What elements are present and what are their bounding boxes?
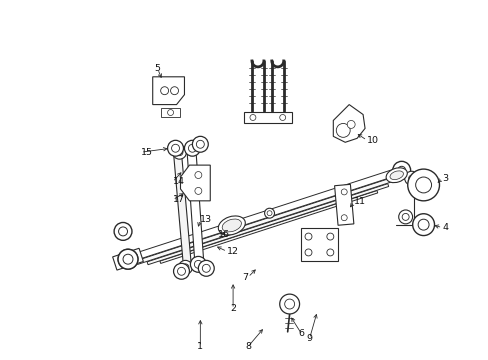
Circle shape: [171, 144, 179, 152]
Polygon shape: [136, 176, 396, 265]
Circle shape: [188, 144, 196, 152]
Polygon shape: [173, 151, 191, 269]
Text: 14: 14: [172, 177, 184, 186]
Polygon shape: [300, 228, 338, 261]
Text: 10: 10: [366, 136, 378, 145]
Polygon shape: [180, 165, 210, 201]
Text: 6: 6: [298, 329, 304, 338]
Polygon shape: [334, 184, 353, 225]
Circle shape: [192, 136, 208, 152]
Circle shape: [177, 267, 185, 275]
Circle shape: [404, 171, 418, 185]
Text: 3: 3: [442, 174, 447, 183]
Circle shape: [178, 260, 192, 274]
Circle shape: [123, 254, 133, 264]
Text: 2: 2: [230, 305, 236, 314]
Text: 17: 17: [172, 195, 184, 204]
Circle shape: [305, 233, 311, 240]
Circle shape: [408, 175, 414, 181]
Circle shape: [407, 169, 439, 201]
Circle shape: [415, 177, 431, 193]
Text: 16: 16: [218, 230, 230, 239]
Circle shape: [284, 299, 294, 309]
Circle shape: [341, 189, 346, 195]
Circle shape: [326, 233, 333, 240]
Circle shape: [401, 213, 408, 220]
Text: 13: 13: [200, 215, 212, 224]
Circle shape: [190, 256, 206, 272]
Circle shape: [202, 264, 210, 272]
Text: 1: 1: [197, 342, 203, 351]
Circle shape: [195, 188, 202, 194]
Circle shape: [114, 222, 132, 240]
Circle shape: [118, 227, 127, 236]
Circle shape: [172, 145, 186, 159]
Circle shape: [279, 114, 285, 121]
Text: 5: 5: [154, 64, 161, 73]
Polygon shape: [161, 108, 180, 117]
Circle shape: [184, 140, 200, 156]
Circle shape: [279, 294, 299, 314]
Polygon shape: [160, 190, 377, 264]
Text: 7: 7: [242, 273, 247, 282]
Ellipse shape: [222, 219, 241, 232]
Circle shape: [346, 121, 354, 129]
Circle shape: [176, 149, 183, 156]
Polygon shape: [112, 248, 143, 270]
Circle shape: [326, 249, 333, 256]
Text: 4: 4: [442, 223, 447, 232]
Circle shape: [341, 215, 346, 221]
Polygon shape: [127, 167, 402, 262]
Text: 12: 12: [226, 247, 239, 256]
Polygon shape: [147, 184, 388, 265]
Circle shape: [412, 214, 434, 235]
Ellipse shape: [386, 168, 407, 183]
Circle shape: [170, 87, 178, 95]
Circle shape: [397, 166, 405, 174]
Circle shape: [305, 249, 311, 256]
Text: 9: 9: [306, 334, 312, 343]
Circle shape: [195, 172, 202, 179]
Polygon shape: [152, 77, 184, 105]
Circle shape: [161, 87, 168, 95]
Text: 15: 15: [141, 148, 152, 157]
Polygon shape: [186, 148, 203, 265]
Text: 11: 11: [353, 197, 366, 206]
Circle shape: [194, 260, 202, 268]
Circle shape: [336, 123, 349, 137]
Circle shape: [118, 249, 138, 269]
Circle shape: [264, 208, 274, 218]
Circle shape: [249, 114, 255, 121]
Circle shape: [167, 109, 173, 116]
Circle shape: [173, 264, 189, 279]
Circle shape: [118, 249, 138, 269]
Circle shape: [196, 140, 204, 148]
Circle shape: [398, 210, 412, 224]
Ellipse shape: [389, 171, 403, 180]
Polygon shape: [333, 105, 365, 142]
Circle shape: [266, 211, 271, 216]
Circle shape: [123, 254, 133, 264]
Circle shape: [392, 161, 410, 179]
Text: 8: 8: [244, 342, 250, 351]
Circle shape: [167, 140, 183, 156]
Circle shape: [182, 264, 188, 271]
Polygon shape: [244, 112, 291, 123]
Ellipse shape: [218, 216, 245, 235]
Circle shape: [198, 260, 214, 276]
Circle shape: [417, 219, 428, 230]
